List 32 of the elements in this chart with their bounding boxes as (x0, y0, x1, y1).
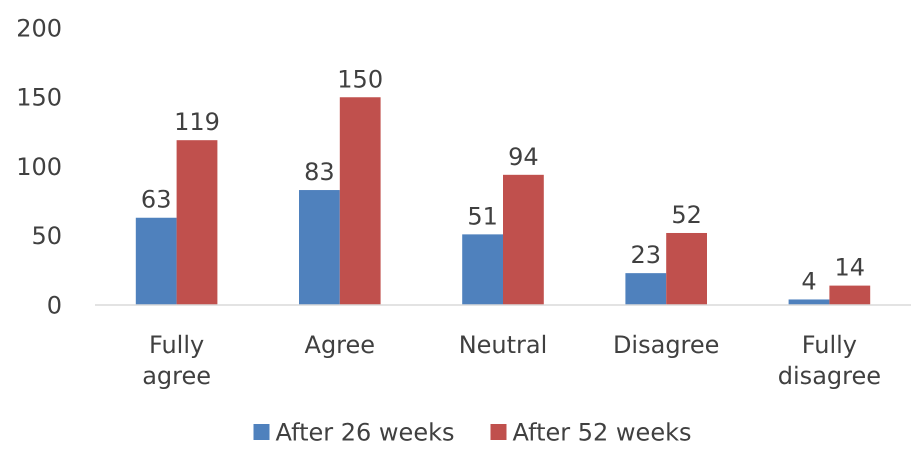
data-label: 150 (337, 65, 384, 94)
data-label: 63 (140, 186, 172, 214)
data-label: 51 (467, 202, 498, 230)
x-tick-label: Fully disagree (778, 331, 882, 390)
legend-label: After 26 weeks (276, 418, 454, 446)
bar (462, 234, 503, 305)
data-label: 52 (671, 200, 702, 229)
bar (340, 97, 381, 305)
data-label: 119 (174, 108, 220, 136)
data-label: 83 (304, 158, 335, 186)
data-label: 14 (834, 254, 866, 282)
x-tick-label: Neutral (458, 331, 548, 359)
bar (299, 190, 340, 305)
bar (666, 232, 707, 305)
x-tick-label: Disagree (612, 331, 720, 359)
bar (176, 140, 218, 305)
data-label: 94 (508, 142, 539, 171)
bar (788, 299, 830, 305)
bar (503, 174, 544, 305)
y-tick-label: 100 (16, 152, 62, 181)
bar (136, 218, 177, 305)
data-label: 4 (801, 267, 817, 296)
x-tick-label: Agree (304, 331, 376, 359)
y-tick-label: 200 (16, 14, 62, 42)
data-label: 23 (630, 241, 662, 270)
bar (625, 273, 666, 305)
bar (829, 286, 870, 305)
y-tick-label: 50 (31, 222, 62, 250)
x-tick-label: Fully agree (142, 331, 212, 390)
legend-label: After 52 weeks (512, 418, 692, 446)
y-tick-label: 150 (16, 84, 62, 112)
y-tick-label: 0 (46, 291, 62, 320)
